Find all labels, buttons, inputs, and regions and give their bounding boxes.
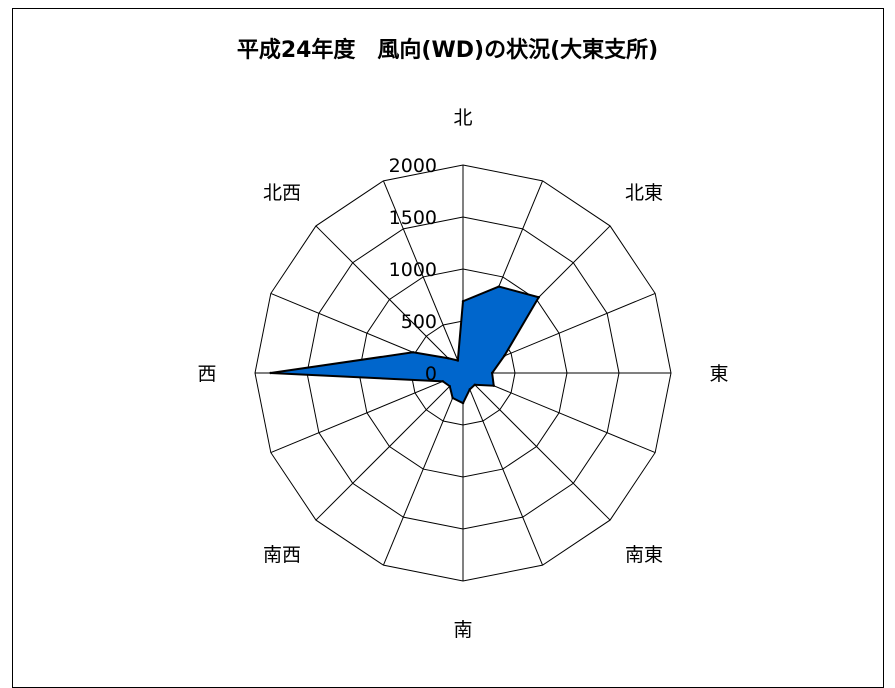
data-point (448, 385, 451, 388)
tick-label: 500 (401, 311, 437, 333)
data-point (269, 371, 272, 375)
data-point (497, 285, 501, 288)
data-point (461, 300, 465, 303)
spoke-line (382, 180, 464, 374)
data-point (503, 354, 506, 358)
tick-label: 1500 (389, 207, 437, 229)
data-point (411, 351, 415, 354)
direction-label: 北東 (625, 182, 663, 204)
data-point (456, 359, 460, 362)
spoke-line (462, 372, 544, 566)
data-point (461, 401, 465, 405)
direction-label: 北西 (263, 182, 301, 204)
direction-label: 南東 (625, 544, 663, 566)
direction-label: 南西 (263, 544, 301, 566)
data-point (490, 371, 494, 375)
data-point (492, 384, 495, 387)
tick-label: 1000 (389, 259, 437, 281)
tick-label: 2000 (389, 155, 437, 177)
spoke-line (315, 372, 464, 521)
direction-label: 北 (453, 107, 472, 129)
data-point (537, 296, 540, 299)
spoke-line (382, 372, 464, 566)
data-point (447, 357, 450, 360)
spoke-line (462, 372, 656, 454)
chart-frame (12, 8, 884, 688)
radar-series (269, 285, 541, 405)
data-point (441, 380, 445, 383)
data-point (473, 383, 476, 386)
spoke-line (315, 225, 464, 374)
series-area (270, 285, 541, 405)
direction-label: 南 (453, 619, 472, 641)
radar-tick-labels: 0 500 1000 1500 2000 (389, 155, 437, 385)
data-point (468, 388, 471, 391)
direction-label: 東 (709, 363, 728, 385)
spoke-line (462, 372, 611, 521)
tick-label: 0 (425, 363, 437, 385)
spoke-line (270, 372, 464, 454)
data-point (451, 396, 454, 400)
direction-label: 西 (197, 363, 216, 385)
chart-title: 平成24年度 風向(WD)の状況(大東支所) (236, 38, 659, 63)
